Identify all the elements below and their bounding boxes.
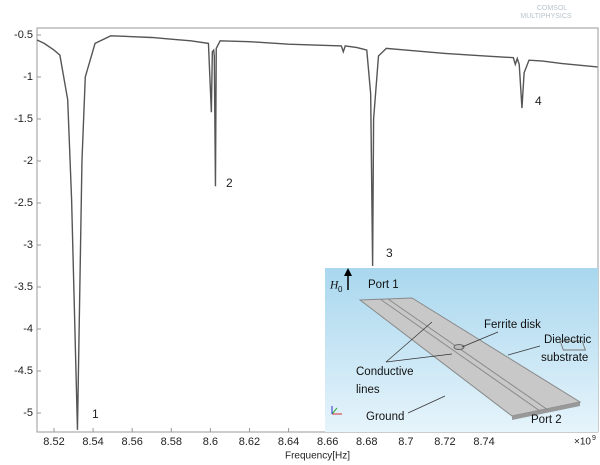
y-tick-label: -0.5	[14, 29, 33, 41]
inset-label: Ground	[366, 411, 404, 423]
inset-label: Ferrite disk	[484, 319, 541, 331]
watermark: MULTIPHYSICS	[520, 13, 572, 20]
y-tick-label: -3.5	[14, 281, 33, 293]
inset-label: Port 1	[368, 279, 399, 291]
dip-annotation: 2	[226, 176, 233, 190]
y-tick-label: -1.5	[14, 113, 33, 125]
x-tick-label: 8.64	[278, 436, 299, 448]
x-tick-label: 8.54	[82, 436, 103, 448]
x-exponent: 9	[592, 435, 596, 442]
y-tick-label: -4	[23, 323, 33, 335]
y-tick-label: -3	[23, 239, 33, 251]
x-tick-label: 8.72	[434, 436, 455, 448]
x-tick-label: 8.66	[317, 436, 338, 448]
watermark: COMSOL	[537, 5, 567, 12]
y-tick-label: -5	[23, 407, 33, 419]
inset-label: Dielectric	[544, 334, 592, 346]
inset-label: lines	[356, 384, 380, 396]
dip-annotation: 3	[386, 246, 393, 260]
inset-diagram: H 0 Port 1 Ferrite disk Dielectric subst…	[325, 268, 598, 432]
dip-annotation: 1	[92, 407, 99, 421]
x-tick-label: 8.6	[203, 436, 218, 448]
y-tick-label: -2	[23, 155, 33, 167]
field-label: 0	[338, 285, 343, 294]
y-tick-label: -4.5	[14, 365, 33, 377]
chart: COMSOL MULTIPHYSICS -0.5 -1 -1.5 -2 -2.5 -3 -3…	[0, 0, 600, 465]
page: COMSOL MULTIPHYSICS -0.5 -1 -1.5 -2 -2.5 -3 -3…	[0, 0, 600, 465]
x-tick-label: 8.58	[161, 436, 182, 448]
x-tick-label: 8.62	[239, 436, 260, 448]
x-tick-label: 8.7	[398, 436, 413, 448]
x-tick-label: 8.74	[473, 436, 494, 448]
y-tick-label: -2.5	[14, 197, 33, 209]
x-axis-label: Frequency[Hz]	[285, 451, 350, 462]
y-tick-label: -1	[23, 71, 33, 83]
inset-label: substrate	[541, 352, 588, 364]
x-tick-label: 8.56	[121, 436, 142, 448]
dip-annotation: 4	[535, 94, 542, 108]
inset-label: Conductive	[356, 366, 414, 378]
inset-label: Port 2	[531, 414, 562, 426]
x-tick-label: 8.68	[356, 436, 377, 448]
x-tick-label: 8.52	[43, 436, 64, 448]
x-exponent: ×10	[574, 437, 591, 448]
